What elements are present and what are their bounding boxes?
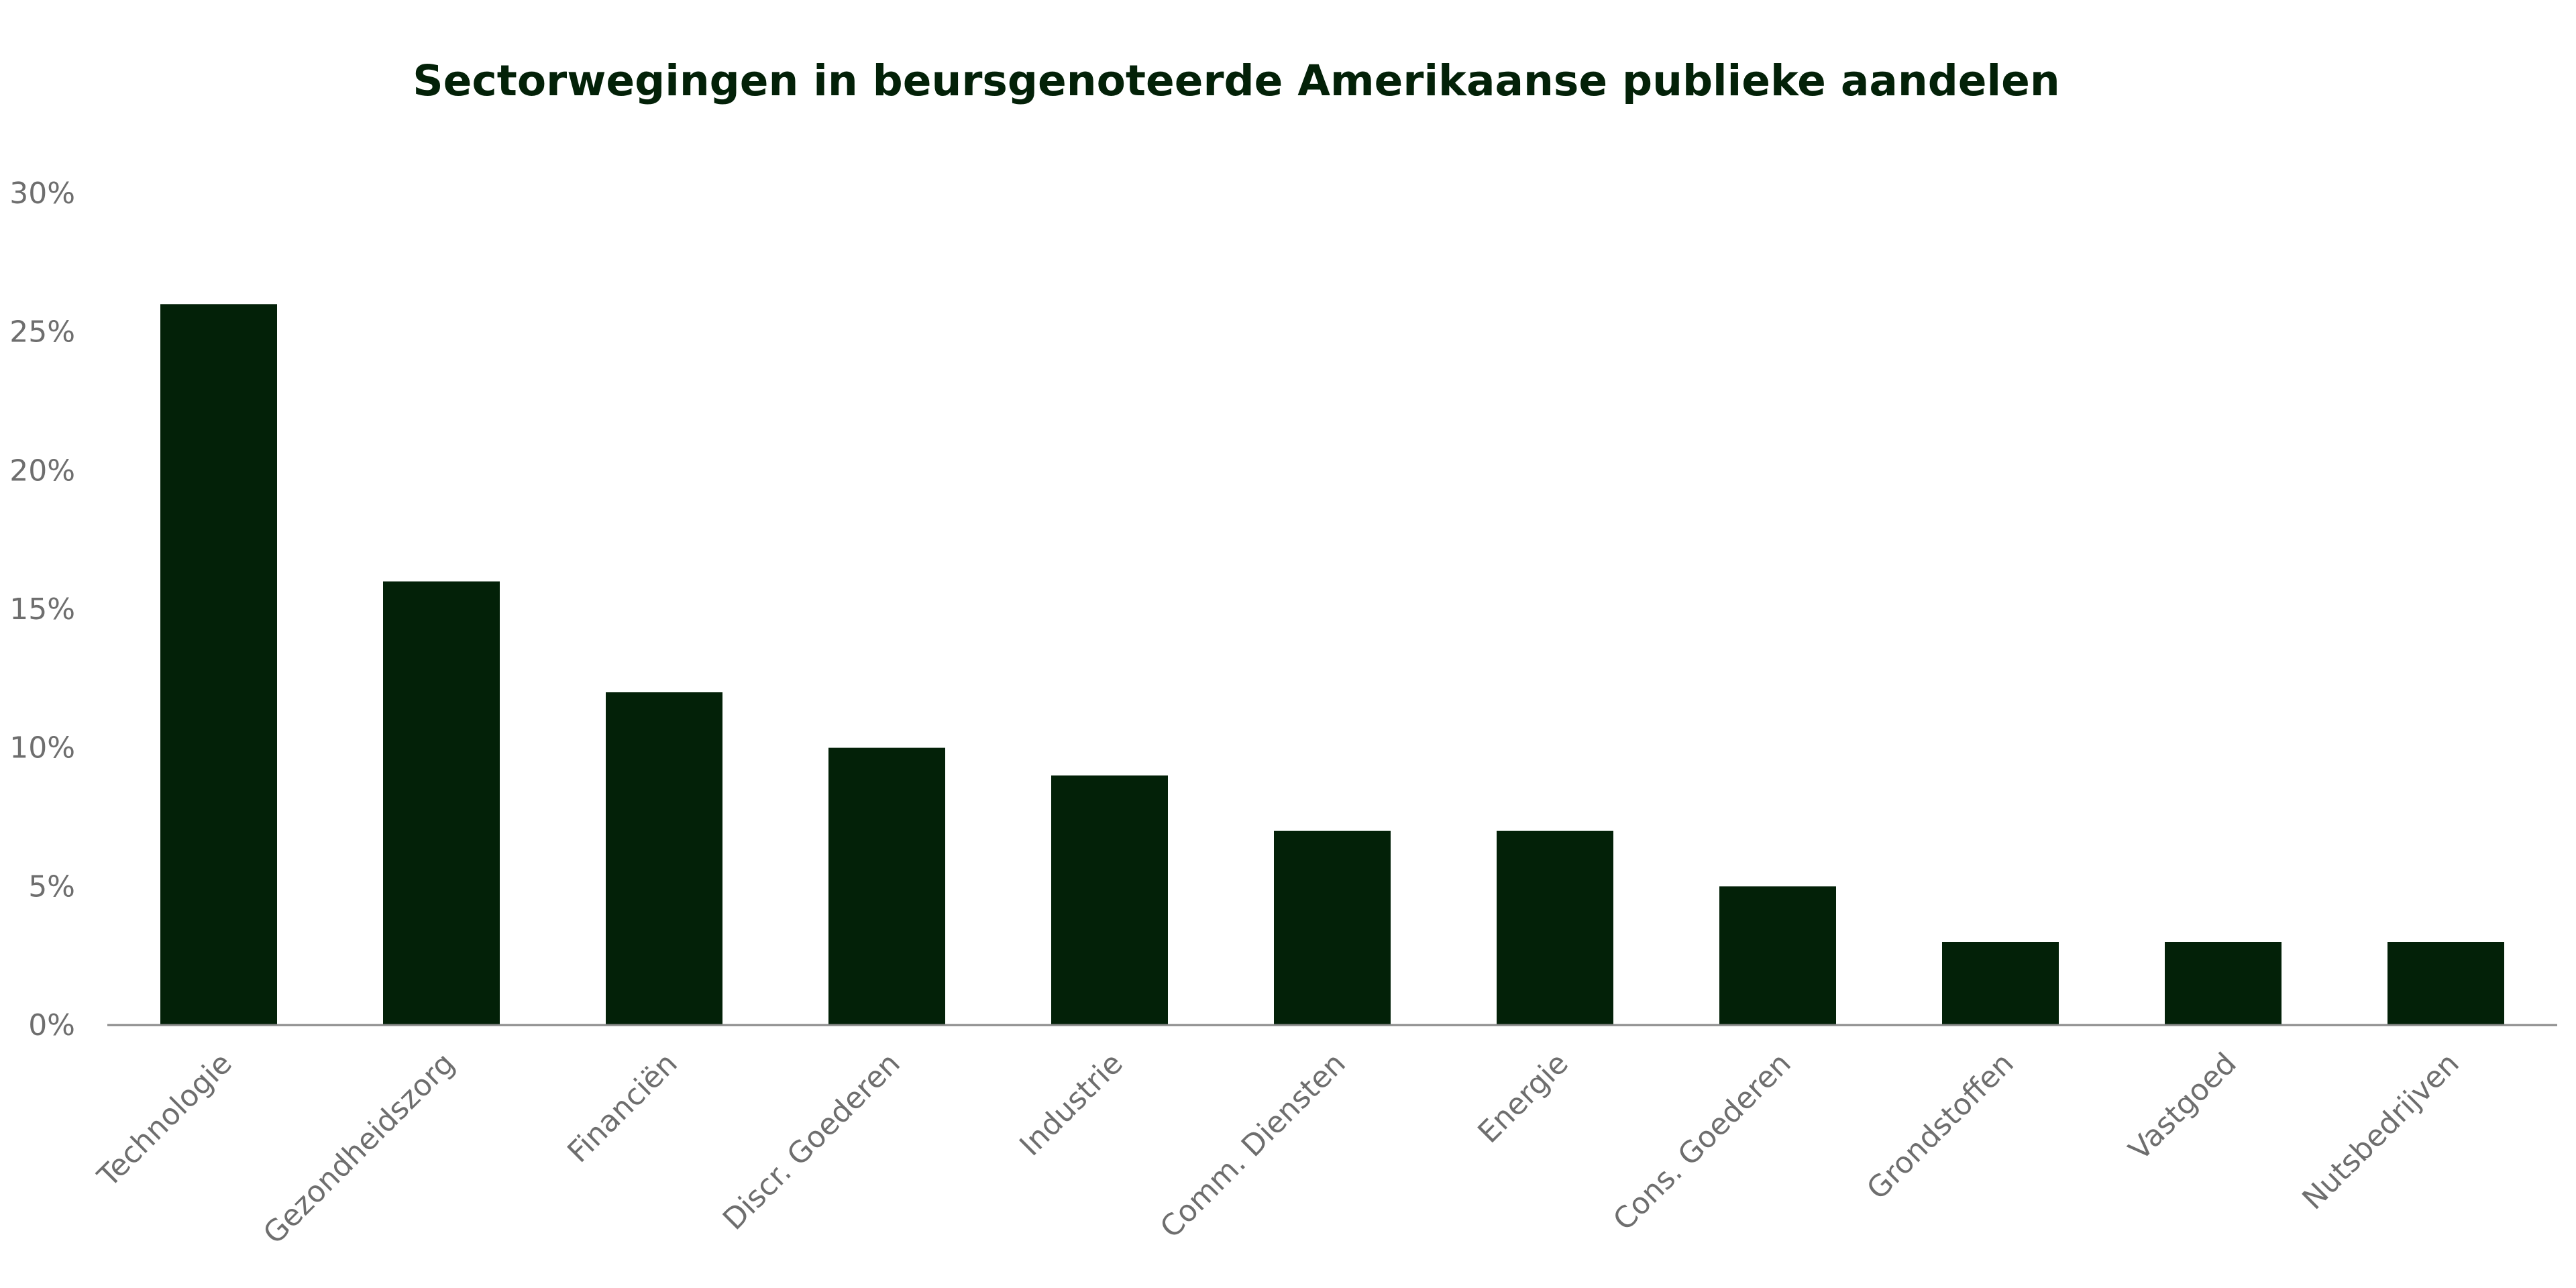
x-tick-label: Energie	[1471, 1046, 1574, 1150]
bars-group	[160, 304, 2504, 1025]
x-tick-label: Gezondheidszorg	[257, 1046, 462, 1251]
x-tick-label: Financiën	[561, 1046, 684, 1169]
y-tick-label: 25%	[9, 315, 75, 350]
x-tick-label: Industrie	[1013, 1046, 1129, 1163]
bar	[1051, 775, 1168, 1025]
x-tick-label: Nutsbedrijven	[2296, 1046, 2465, 1216]
bar	[606, 692, 722, 1025]
x-axis: Technologie Gezondheidszorg Financiën Discr…	[91, 1046, 2465, 1251]
bar	[1942, 942, 2059, 1025]
x-tick-label: Vastgoed	[2123, 1046, 2243, 1167]
bar	[1719, 886, 1836, 1025]
chart-title: Sectorwegingen in beursgenoteerde Amerik…	[413, 56, 2059, 105]
y-axis: 0% 5% 10% 15% 20% 25% 30%	[9, 176, 75, 1042]
y-tick-label: 0%	[28, 1008, 75, 1042]
x-tick-label: Discr. Goederen	[716, 1046, 907, 1237]
bar	[2165, 942, 2282, 1025]
bar	[2387, 942, 2504, 1025]
x-tick-label: Comm. Diensten	[1154, 1046, 1352, 1245]
bar	[160, 304, 277, 1025]
y-tick-label: 15%	[9, 592, 75, 627]
bar	[1497, 830, 1613, 1025]
x-tick-label: Grondstoffen	[1860, 1046, 2021, 1207]
y-tick-label: 20%	[9, 453, 75, 488]
bar	[383, 581, 500, 1025]
y-tick-label: 10%	[9, 731, 75, 765]
y-tick-label: 30%	[9, 176, 75, 211]
bar	[1274, 830, 1391, 1025]
bar	[828, 747, 945, 1025]
y-tick-label: 5%	[28, 869, 75, 904]
x-tick-label: Technologie	[91, 1046, 238, 1194]
x-tick-label: Cons. Goederen	[1607, 1046, 1798, 1238]
